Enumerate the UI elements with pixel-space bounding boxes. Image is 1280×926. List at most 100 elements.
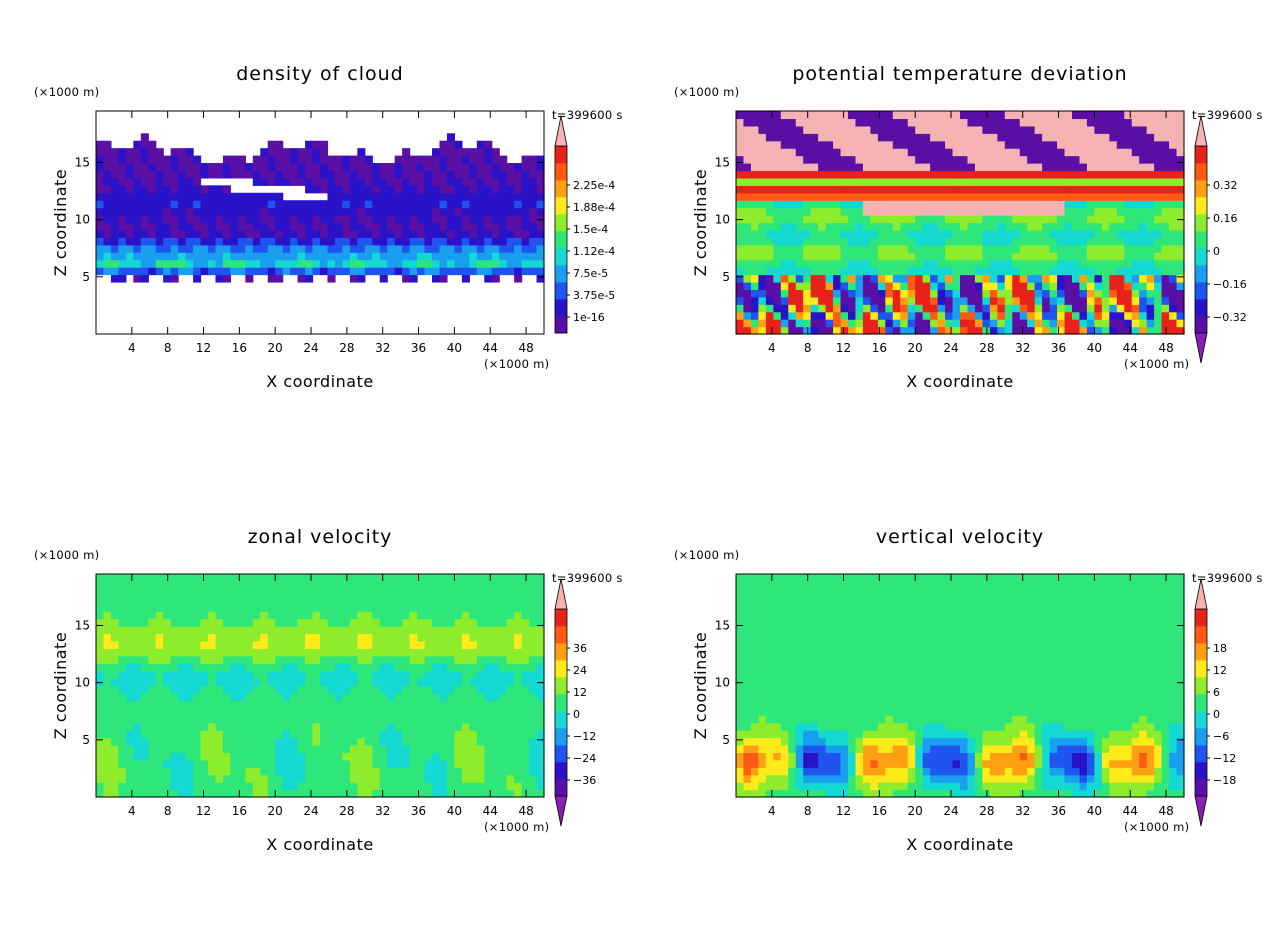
field-cell: [424, 640, 433, 649]
field-cell: [974, 185, 983, 194]
field-cell: [349, 588, 358, 597]
field-cell: [178, 170, 187, 179]
field-cell: [743, 752, 752, 761]
field-cell: [215, 229, 224, 238]
field-cell: [275, 611, 284, 620]
field-cell: [765, 326, 774, 335]
field-cell: [960, 319, 969, 328]
field-cell: [305, 700, 314, 709]
field-cell: [1064, 200, 1073, 209]
field-cell: [945, 140, 954, 149]
field-cell: [454, 252, 463, 261]
field-cell: [803, 133, 812, 142]
field-cell: [1161, 259, 1170, 268]
field-cell: [907, 200, 916, 209]
field-cell: [260, 207, 269, 216]
field-cell: [967, 281, 976, 290]
field-cell: [521, 192, 530, 201]
field-cell: [484, 648, 493, 657]
field-cell: [237, 626, 246, 635]
field-cell: [290, 588, 299, 597]
x-tick-label: 48: [518, 804, 533, 818]
field-cell: [840, 155, 849, 164]
field-cell: [155, 574, 164, 583]
field-cell: [529, 170, 538, 179]
field-cell: [1064, 215, 1073, 224]
field-cell: [484, 603, 493, 612]
field-cell: [476, 618, 485, 627]
field-cell: [155, 722, 164, 731]
field-cell: [1057, 140, 1066, 149]
field-cell: [387, 722, 396, 731]
field-cell: [178, 633, 187, 642]
field-cell: [922, 125, 931, 134]
field-cell: [1004, 326, 1013, 335]
field-cell: [1116, 267, 1125, 276]
field-cell: [327, 274, 336, 283]
field-cell: [125, 685, 134, 694]
field-cell: [432, 267, 441, 276]
field-cell: [1154, 111, 1163, 120]
field-cell: [765, 148, 774, 157]
field-cell: [417, 707, 426, 716]
field-cell: [743, 670, 752, 679]
field-cell: [230, 155, 239, 164]
field-cell: [110, 730, 119, 739]
field-cell: [907, 163, 916, 172]
field-cell: [252, 759, 261, 768]
field-cell: [743, 618, 752, 627]
field-cell: [125, 237, 134, 246]
field-cell: [848, 252, 857, 261]
field-cell: [193, 215, 202, 224]
field-cell: [885, 237, 894, 246]
field-cell: [349, 715, 358, 724]
field-cell: [750, 319, 759, 328]
field-cell: [320, 767, 329, 776]
field-cell: [476, 678, 485, 687]
field-cell: [297, 663, 306, 672]
field-cell: [118, 222, 127, 231]
field-cell: [245, 274, 254, 283]
field-cell: [267, 670, 276, 679]
field-cell: [103, 707, 112, 716]
field-cell: [432, 185, 441, 194]
field-cell: [282, 640, 291, 649]
field-cell: [1012, 296, 1021, 305]
field-cell: [974, 237, 983, 246]
field-cell: [215, 259, 224, 268]
field-cell: [327, 655, 336, 664]
field-cell: [1027, 200, 1036, 209]
field-cell: [952, 133, 961, 142]
field-cell: [297, 737, 306, 746]
field-cell: [514, 215, 523, 224]
field-cell: [282, 744, 291, 753]
field-cell: [185, 215, 194, 224]
field-cell: [915, 163, 924, 172]
field-cell: [349, 611, 358, 620]
field-cell: [446, 215, 455, 224]
x-tick-label: 32: [375, 804, 390, 818]
field-cell: [736, 311, 745, 320]
field-cell: [870, 140, 879, 149]
x-tick-label: 24: [303, 804, 318, 818]
field-cell: [758, 581, 767, 590]
field-cell: [780, 177, 789, 186]
field-cell: [1057, 163, 1066, 172]
field-cell: [1012, 215, 1021, 224]
field-cell: [1154, 200, 1163, 209]
field-cell: [1131, 192, 1140, 201]
field-cell: [379, 782, 388, 791]
field-cell: [536, 222, 545, 231]
field-cell: [484, 185, 493, 194]
field-cell: [862, 244, 871, 253]
field-cell: [454, 685, 463, 694]
field-cell: [750, 229, 759, 238]
field-cell: [1034, 140, 1043, 149]
field-cell: [372, 259, 381, 268]
field-cell: [514, 177, 523, 186]
field-cell: [185, 648, 194, 657]
field-cell: [521, 707, 530, 716]
field-cell: [312, 685, 321, 694]
field-cell: [320, 626, 329, 635]
field-cell: [491, 722, 500, 731]
